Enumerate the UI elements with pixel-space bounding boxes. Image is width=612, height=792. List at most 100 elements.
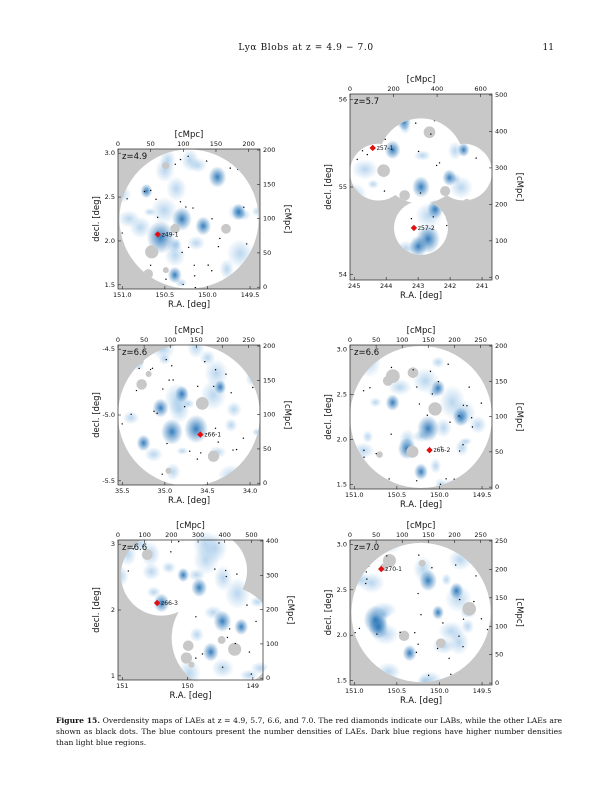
lae-dot bbox=[416, 386, 418, 388]
lae-dot bbox=[232, 449, 234, 451]
bottom-tick-label: 149 bbox=[247, 682, 259, 690]
lae-dot bbox=[165, 358, 167, 361]
lae-dot bbox=[138, 367, 140, 370]
panel-z66-a: z66-1z=6.60 50 100 150 200 250[cMpc]200150100… bbox=[92, 326, 292, 506]
density-contour bbox=[187, 344, 206, 359]
lae-dot bbox=[437, 380, 440, 383]
lae-dot bbox=[195, 616, 197, 618]
plot-frame bbox=[349, 539, 493, 686]
lae-dot bbox=[438, 162, 441, 164]
bottom-tick-label: 150.5 bbox=[388, 491, 407, 499]
lae-dot bbox=[356, 158, 358, 161]
lae-dot bbox=[418, 554, 420, 556]
top-tick-label: 150 bbox=[422, 336, 434, 344]
top-tick-label: 250 bbox=[242, 336, 254, 344]
lae-dot bbox=[376, 633, 378, 635]
lae-dot bbox=[170, 551, 172, 553]
density-peak bbox=[384, 140, 401, 160]
right-tick-label: 0 bbox=[495, 483, 499, 491]
density-contour bbox=[199, 350, 216, 366]
lae-dot bbox=[448, 657, 450, 660]
right-tick-label: 100 bbox=[495, 622, 507, 630]
top-tick-label: 200 bbox=[448, 336, 460, 344]
lae-dot bbox=[156, 216, 159, 219]
lae-dot bbox=[196, 458, 199, 460]
lae-dot bbox=[193, 275, 196, 277]
lae-dot bbox=[155, 198, 157, 201]
lae-dot bbox=[211, 270, 213, 272]
lae-dot bbox=[225, 575, 227, 578]
lae-dot bbox=[383, 190, 386, 192]
left-tick-label: 2.0 bbox=[337, 436, 347, 444]
lae-dot bbox=[130, 413, 132, 415]
bottom-axis-title: R.A. [deg] bbox=[168, 300, 210, 310]
bottom-tick-label: 151.0 bbox=[345, 687, 364, 695]
density-peak bbox=[234, 618, 249, 636]
lae-dot bbox=[475, 157, 477, 159]
lae-dot bbox=[471, 426, 474, 428]
left-axis-title: decl. [deg] bbox=[324, 164, 334, 210]
right-tick-label: 100 bbox=[495, 413, 507, 421]
lae-dot bbox=[166, 442, 168, 445]
lae-dot bbox=[366, 153, 369, 156]
density-peak bbox=[160, 418, 183, 445]
lae-dot bbox=[454, 564, 457, 566]
density-contour bbox=[187, 235, 205, 251]
lae-dot bbox=[480, 618, 483, 620]
lae-dot bbox=[217, 245, 220, 248]
left-tick-label: 1 bbox=[111, 672, 115, 680]
mask-hole bbox=[136, 379, 147, 390]
lae-dot bbox=[143, 190, 146, 193]
left-tick-label: 56 bbox=[339, 96, 347, 104]
lae-dot bbox=[462, 444, 464, 446]
lae-dot bbox=[466, 405, 468, 407]
density-peak bbox=[452, 407, 469, 427]
density-peak bbox=[417, 415, 440, 442]
lae-dot bbox=[362, 390, 365, 392]
right-axis-title: [cMpc] bbox=[282, 205, 292, 234]
lae-dot bbox=[192, 207, 194, 209]
lae-dot bbox=[246, 243, 248, 245]
lae-dot bbox=[470, 417, 473, 419]
right-tick-label: 100 bbox=[263, 411, 275, 419]
density-contour bbox=[129, 216, 152, 239]
left-tick-label: 2 bbox=[111, 606, 115, 614]
lae-dot bbox=[225, 373, 227, 375]
top-tick-label: 50 bbox=[372, 531, 380, 539]
density-peak bbox=[419, 569, 438, 592]
density-peak bbox=[368, 615, 389, 639]
lae-dot bbox=[161, 473, 163, 475]
lae-dot bbox=[431, 393, 434, 395]
density-contour bbox=[448, 629, 470, 656]
lae-dot bbox=[197, 385, 199, 388]
density-contour bbox=[431, 356, 445, 369]
density-contour bbox=[459, 437, 473, 446]
density-contour bbox=[226, 401, 242, 418]
left-tick-label: 3.0 bbox=[337, 345, 347, 353]
top-tick-label: 600 bbox=[474, 85, 486, 93]
lae-dot bbox=[214, 568, 216, 570]
mask-hole bbox=[462, 602, 476, 616]
right-tick-label: 0 bbox=[263, 479, 267, 487]
lae-dot bbox=[386, 555, 388, 557]
density-peak bbox=[385, 394, 400, 411]
panel-z70: z70-1z=7.00 50 100 150 200 250[cMpc]250200150… bbox=[324, 521, 524, 706]
top-tick-label: 100 bbox=[164, 336, 176, 344]
top-tick-label: 250 bbox=[474, 336, 486, 344]
bottom-axis-title: R.A. [deg] bbox=[400, 500, 442, 510]
right-tick-label: 200 bbox=[263, 146, 275, 154]
plot-frame bbox=[349, 344, 493, 490]
top-tick-label: 0 bbox=[348, 531, 352, 539]
right-tick-label: 300 bbox=[266, 571, 278, 579]
mask-hole bbox=[418, 559, 426, 567]
lae-dot bbox=[182, 283, 184, 286]
lae-dot bbox=[390, 433, 392, 435]
right-tick-label: 200 bbox=[495, 200, 507, 208]
density-contour bbox=[180, 149, 199, 172]
left-tick-label: 55 bbox=[339, 183, 347, 191]
bottom-tick-label: 34.0 bbox=[243, 487, 257, 495]
density-peak bbox=[174, 385, 189, 403]
left-tick-label: 1.5 bbox=[337, 481, 347, 489]
top-tick-label: 200 bbox=[242, 140, 254, 148]
left-tick-label: 1.5 bbox=[337, 677, 347, 685]
